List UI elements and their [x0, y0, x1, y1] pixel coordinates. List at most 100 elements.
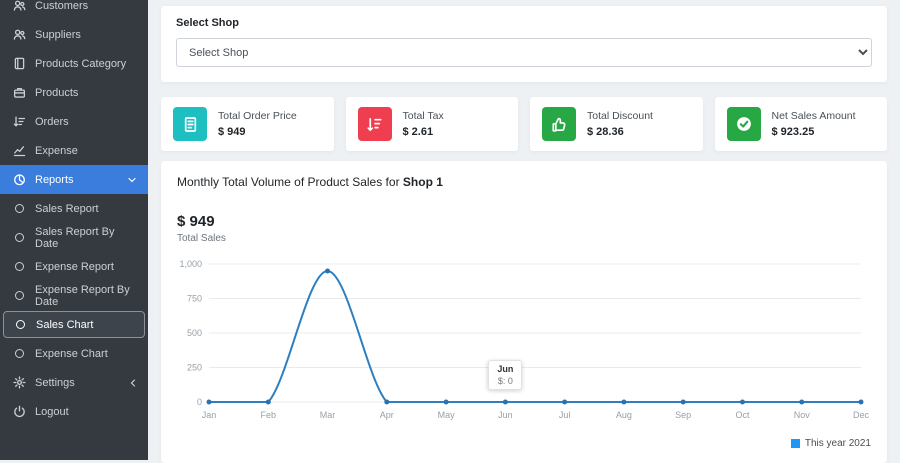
category-icon: [12, 57, 26, 70]
chart-line-icon: [12, 144, 26, 157]
chart-title-prefix: Monthly Total Volume of Product Sales fo…: [177, 175, 403, 189]
sidebar-item-label: Products Category: [35, 57, 127, 70]
svg-text:500: 500: [187, 328, 202, 338]
stat-card-total-tax: Total Tax $ 2.61: [345, 97, 518, 151]
circle-icon: [12, 291, 26, 300]
sort-icon: [12, 115, 26, 128]
sidebar-item-expense-report[interactable]: Expense Report: [0, 252, 148, 281]
sidebar-item-label: Expense Chart: [35, 347, 108, 360]
chart-title-shop: Shop 1: [402, 175, 443, 189]
stat-value: $ 2.61: [402, 126, 434, 138]
sidebar-item-label: Sales Report: [35, 202, 99, 215]
user-group-icon: [12, 28, 26, 41]
svg-text:Aug: Aug: [616, 410, 632, 420]
sort-numeric-icon: [357, 107, 392, 141]
chevron-left-icon: [130, 378, 136, 387]
sidebar-item-label: Expense: [35, 144, 78, 157]
sidebar-item-settings[interactable]: Settings: [0, 368, 148, 397]
gear-icon: [12, 376, 26, 389]
stat-value: $ 28.36: [587, 126, 624, 138]
chart-tooltip: Jun $: 0: [488, 360, 523, 390]
sidebar-item-label: Settings: [35, 376, 75, 389]
stat-card-net-sales: Net Sales Amount $ 923.25: [714, 97, 887, 151]
svg-text:Dec: Dec: [853, 410, 870, 420]
sidebar-item-logout[interactable]: Logout: [0, 397, 148, 426]
svg-text:250: 250: [187, 363, 202, 373]
tooltip-month: Jun: [497, 364, 514, 374]
chart-area: 0 250 500 750 1,000 Jan Feb Mar Apr May Jun Jul Aug S…: [177, 256, 871, 424]
chart-total-value: $ 949: [177, 213, 215, 230]
legend-label: This year 2021: [804, 438, 871, 449]
stats-row: Total Order Price $ 949 Total Tax $ 2.61: [161, 97, 887, 151]
sidebar-item-orders[interactable]: Orders: [0, 107, 148, 136]
sidebar-item-label: Expense Report By Date: [35, 283, 130, 308]
sidebar-item-reports[interactable]: Reports: [0, 165, 148, 194]
sidebar-item-expense[interactable]: Expense: [0, 136, 148, 165]
circle-icon: [12, 204, 26, 213]
svg-text:1,000: 1,000: [179, 259, 202, 269]
stat-card-total-order-price: Total Order Price $ 949: [161, 97, 334, 151]
chart-legend[interactable]: This year 2021: [177, 438, 871, 449]
stat-value: $ 923.25: [771, 126, 815, 138]
check-circle-icon: [726, 107, 761, 141]
sidebar: Customers Suppliers Products Category Pr…: [0, 0, 148, 460]
shop-select[interactable]: Select Shop: [176, 38, 872, 67]
sidebar-item-label: Suppliers: [35, 28, 81, 41]
sidebar-item-label: Reports: [35, 173, 74, 186]
svg-text:Sep: Sep: [675, 410, 691, 420]
sidebar-item-sales-report[interactable]: Sales Report: [0, 194, 148, 223]
svg-text:Oct: Oct: [735, 410, 750, 420]
circle-icon: [13, 320, 27, 329]
chevron-down-icon: [128, 177, 136, 183]
svg-text:0: 0: [197, 397, 202, 407]
tooltip-value: $: 0: [497, 376, 513, 386]
sidebar-item-customers[interactable]: Customers: [0, 0, 148, 20]
sidebar-item-sales-report-by-date[interactable]: Sales Report By Date: [0, 223, 148, 252]
users-icon: [12, 0, 26, 12]
svg-text:Jun: Jun: [498, 410, 513, 420]
sidebar-item-products-category[interactable]: Products Category: [0, 49, 148, 78]
sidebar-item-products[interactable]: Products: [0, 78, 148, 107]
thumbs-up-icon: [542, 107, 576, 141]
shop-select-card: Select Shop Select Shop: [161, 6, 887, 82]
svg-text:Jan: Jan: [202, 410, 217, 420]
sales-line-chart[interactable]: 0 250 500 750 1,000 Jan Feb Mar Apr May Jun Jul Aug S…: [177, 256, 871, 424]
circle-icon: [12, 233, 26, 242]
sidebar-item-expense-report-by-date[interactable]: Expense Report By Date: [0, 281, 148, 310]
sidebar-item-label: Products: [35, 86, 79, 99]
sidebar-item-label: Logout: [35, 405, 69, 418]
power-icon: [12, 405, 26, 418]
stat-title: Total Discount: [587, 110, 653, 122]
legend-swatch: [790, 439, 800, 448]
chart-card: Monthly Total Volume of Product Sales fo…: [161, 161, 887, 463]
select-shop-label: Select Shop: [176, 17, 239, 29]
pie-chart-icon: [12, 173, 26, 186]
circle-icon: [12, 349, 26, 358]
stat-card-total-discount: Total Discount $ 28.36: [530, 97, 703, 151]
chart-total-label: Total Sales: [177, 233, 226, 244]
sidebar-item-label: Expense Report: [35, 260, 114, 273]
sidebar-menu: Customers Suppliers Products Category Pr…: [0, 0, 148, 426]
main-content: Select Shop Select Shop Total Order Pric…: [148, 0, 900, 463]
stat-title: Total Tax: [402, 110, 444, 122]
sidebar-item-label: Sales Report By Date: [35, 225, 115, 250]
sidebar-item-suppliers[interactable]: Suppliers: [0, 20, 148, 49]
stat-title: Total Order Price: [218, 110, 297, 122]
sidebar-item-expense-chart[interactable]: Expense Chart: [0, 339, 148, 368]
sidebar-item-sales-chart[interactable]: Sales Chart: [3, 311, 145, 338]
sidebar-item-label: Customers: [35, 0, 89, 12]
sidebar-item-label: Orders: [35, 115, 69, 128]
stat-title: Net Sales Amount: [771, 110, 856, 122]
svg-text:750: 750: [187, 294, 202, 304]
svg-text:Jul: Jul: [559, 410, 571, 420]
svg-text:Nov: Nov: [794, 410, 811, 420]
svg-text:Feb: Feb: [261, 410, 277, 420]
sidebar-item-label: Sales Chart: [36, 318, 94, 331]
chart-title: Monthly Total Volume of Product Sales fo…: [177, 175, 871, 189]
briefcase-icon: [12, 86, 26, 99]
svg-text:May: May: [438, 410, 456, 420]
circle-icon: [12, 262, 26, 271]
svg-text:Apr: Apr: [380, 410, 394, 420]
stat-value: $ 949: [218, 126, 246, 138]
